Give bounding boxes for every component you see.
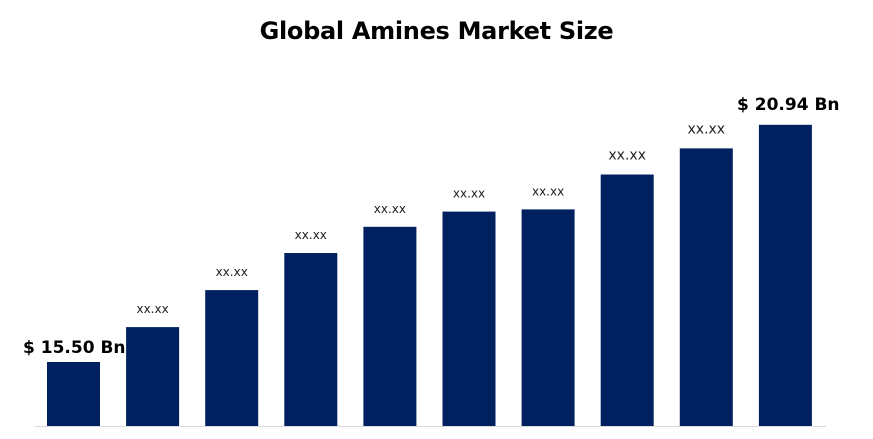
bars-layer	[47, 124, 812, 427]
bar-1-data-label: $ 15.50 Bn	[23, 338, 126, 358]
bar-5	[363, 226, 417, 426]
bar-7-data-label: xx.xx	[532, 184, 564, 198]
bar-1	[47, 362, 100, 426]
chart-title: Global Amines Market Size	[259, 17, 614, 45]
bar-2	[126, 327, 180, 426]
bar-10	[758, 124, 812, 427]
bar-8	[600, 174, 654, 426]
labels-layer: $ 15.50 Bn xx.xx xx.xx xx.xx xx.xx xx.xx xx.xx…	[23, 95, 840, 358]
bar-3-data-label: xx.xx	[216, 265, 248, 279]
bar-8-data-label: xx.xx	[608, 148, 646, 164]
bar-7	[521, 209, 575, 426]
bar-9-data-label: xx.xx	[688, 121, 726, 137]
bar-2-data-label: xx.xx	[136, 302, 168, 316]
bar-5-data-label: xx.xx	[374, 202, 406, 216]
bar-9	[679, 148, 733, 426]
bar-6	[442, 211, 496, 426]
bar-4-data-label: xx.xx	[295, 228, 327, 242]
bar-4	[284, 253, 338, 426]
bar-6-data-label: xx.xx	[453, 187, 485, 201]
bar-3	[205, 290, 259, 426]
bar-10-data-label: $ 20.94 Bn	[737, 95, 840, 115]
